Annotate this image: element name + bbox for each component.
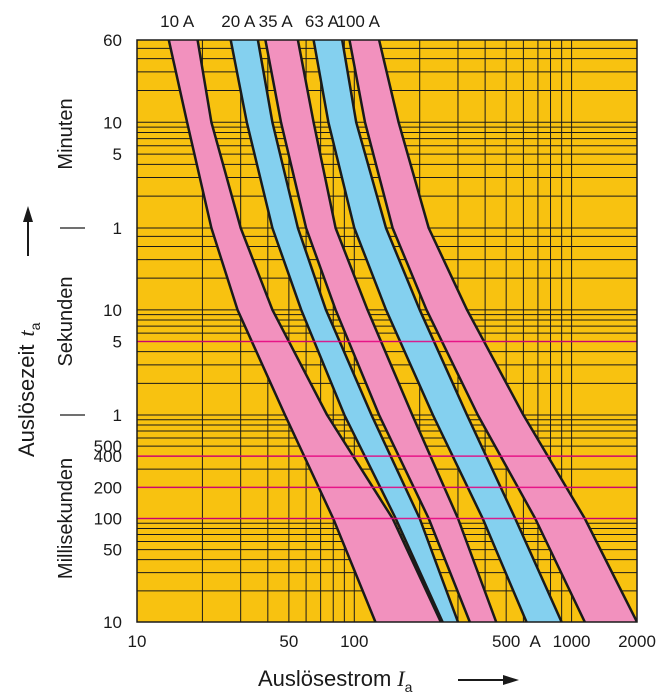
band-area-4 — [349, 40, 637, 622]
x-axis-title: Auslösestrom Ia — [258, 666, 413, 695]
x-tick-label: 2000 — [618, 632, 656, 651]
x-tick-label: 50 — [279, 632, 298, 651]
y-tick-label: 50 — [103, 541, 122, 560]
series-label: 20 A — [221, 12, 256, 31]
y-tick-label: 5 — [113, 332, 122, 351]
series-label: 35 A — [259, 12, 294, 31]
y-axis-arrow — [23, 206, 33, 256]
y-tick-label: 10 — [103, 613, 122, 632]
y-tick-label: 1 — [113, 406, 122, 425]
series-label: 100 A — [337, 12, 381, 31]
highlight-lines — [137, 340, 637, 520]
y-tick-label: 200 — [94, 478, 122, 497]
x-tick-label: 10 — [128, 632, 147, 651]
x-tick-label: 100 — [340, 632, 368, 651]
series-label: 63 A — [305, 12, 340, 31]
current-bands — [167, 40, 637, 622]
y-tick-label: 100 — [94, 510, 122, 529]
y-section-labels: Minuten Sekunden Millisekunden — [55, 98, 85, 579]
y-section-label: Millisekunden — [55, 458, 77, 579]
x-tick-label: 500 — [492, 632, 520, 651]
x-tick-label: 1000 — [553, 632, 591, 651]
y-tick-label: 400 — [94, 447, 122, 466]
plot-frame — [136, 39, 638, 623]
y-tick-label: 60 — [103, 31, 122, 50]
y-axis-title: Auslösezeitta — [14, 322, 43, 457]
y-section-label: Sekunden — [55, 276, 77, 366]
y-tick-label: 10 — [103, 301, 122, 320]
x-tick-labels: 10 50 100 500 1000 2000 A — [128, 632, 656, 651]
series-label: 10 A — [160, 12, 195, 31]
x-unit-label: A — [530, 632, 542, 651]
band-area-3 — [313, 40, 562, 622]
y-tick-label: 1 — [113, 219, 122, 238]
y-tick-label: 500 — [94, 437, 122, 456]
y-tick-label: 10 — [103, 113, 122, 132]
y-section-label: Minuten — [55, 98, 77, 169]
y-tick-label: 5 — [113, 145, 122, 164]
x-axis-arrow — [458, 675, 519, 685]
